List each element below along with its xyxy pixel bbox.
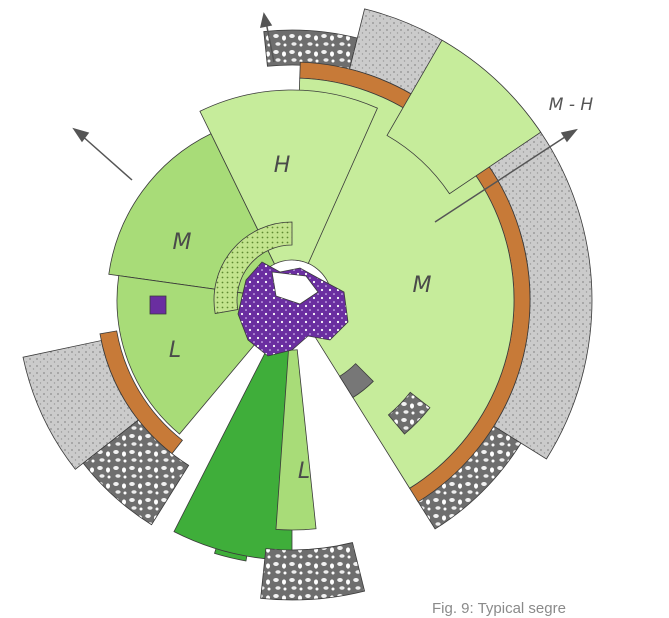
bottom-rocks-band (260, 542, 366, 601)
chunk-b (387, 391, 431, 435)
arrow-up-left-icon (72, 127, 133, 181)
arrow-up-right-icon (434, 128, 578, 223)
sector-labels: H M M L L M - H (169, 95, 594, 484)
label-m-h: M - H (549, 95, 594, 115)
core-purple (237, 261, 349, 357)
label-m-left: M (173, 230, 192, 255)
chunk-a (339, 363, 374, 399)
label-l-bottom: L (298, 459, 310, 484)
label-m-right: M (413, 273, 432, 298)
arrows (72, 12, 578, 223)
arrow-up-icon (260, 12, 275, 63)
diagram-shapes (22, 8, 593, 601)
label-l-left: L (169, 338, 181, 363)
core-green-ring (213, 221, 293, 315)
core-white (271, 271, 319, 305)
figure-caption: Fig. 9: Typical segre (432, 600, 566, 617)
sector-h (199, 89, 378, 265)
sector-m-h (386, 39, 542, 195)
left-rocks-band (82, 419, 190, 526)
label-h: H (274, 153, 291, 178)
chunk-left (149, 295, 167, 315)
